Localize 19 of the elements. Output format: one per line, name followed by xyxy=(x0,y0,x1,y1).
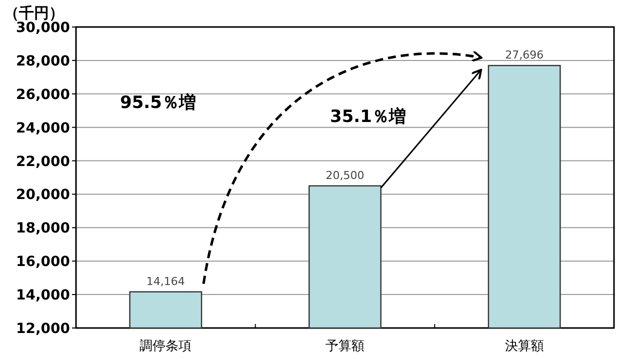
y-tick-label: 12,000 xyxy=(16,321,70,337)
y-tick-label: 22,000 xyxy=(16,154,70,170)
data-label: 14,164 xyxy=(146,274,185,288)
x-tick-label: 予算額 xyxy=(326,339,364,354)
data-label: 27,696 xyxy=(505,48,544,62)
y-tick-label: 24,000 xyxy=(16,120,70,136)
annotation: 95.5％増 xyxy=(120,92,196,113)
y-tick-label: 30,000 xyxy=(16,20,70,36)
y-tick-label: 14,000 xyxy=(16,288,70,304)
x-tick-label: 調停条項 xyxy=(140,339,192,354)
x-tick-label: 決算額 xyxy=(504,339,544,354)
y-tick-label: 26,000 xyxy=(16,86,70,103)
y-axis-title: （千円） xyxy=(4,4,64,22)
y-tick-label: 28,000 xyxy=(16,53,70,70)
y-tick-label: 18,000 xyxy=(16,220,70,237)
y-tick-label: 20,000 xyxy=(16,187,70,204)
y-tick-label: 16,000 xyxy=(16,254,70,270)
annotation: 35.1％増 xyxy=(330,106,406,127)
data-label: 20,500 xyxy=(326,168,364,182)
